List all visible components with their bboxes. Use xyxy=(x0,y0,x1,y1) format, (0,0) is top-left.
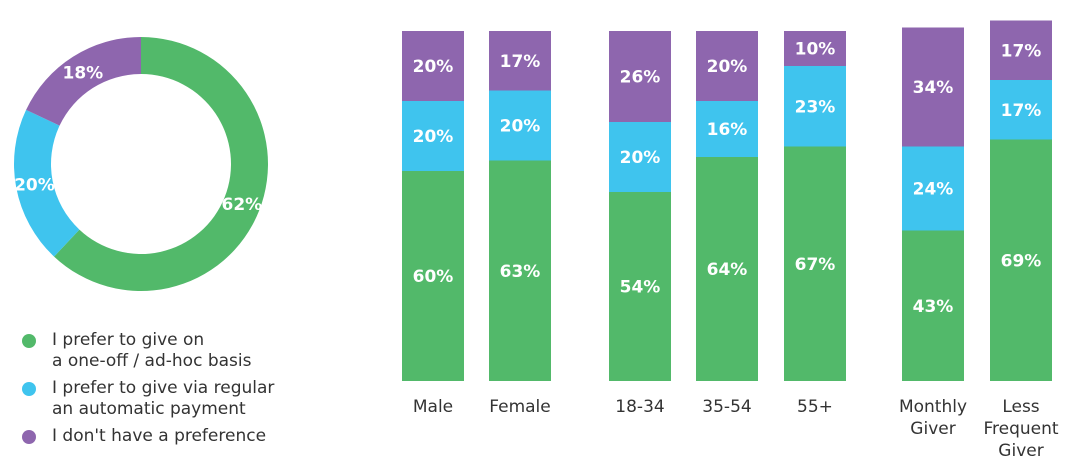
bar-segment-label: 20% xyxy=(500,117,541,137)
bar-segment-one_off xyxy=(609,192,671,381)
legend-item-regular: I prefer to give via regular an automati… xyxy=(22,378,322,420)
category-label: Male xyxy=(413,397,453,417)
legend-label: I prefer to give via regular an automati… xyxy=(52,378,275,419)
legend-label: I prefer to give on a one-off / ad-hoc b… xyxy=(52,330,252,371)
donut-chart: 62% 20% 18% xyxy=(14,37,269,291)
bar-segment-regular xyxy=(902,146,964,231)
bar-segment-label: 23% xyxy=(795,97,836,117)
bar-segment-label: 69% xyxy=(1001,251,1042,271)
legend: I prefer to give on a one-off / ad-hoc b… xyxy=(22,330,322,453)
donut-slice-label: 18% xyxy=(63,63,104,83)
bar-segment-label: 64% xyxy=(707,260,748,280)
bar-segment-one_off xyxy=(489,160,551,381)
donut-slice-no_pref xyxy=(26,37,142,126)
legend-dot-icon xyxy=(22,334,36,348)
bar-segment-label: 17% xyxy=(1001,41,1042,61)
bar-segment-no_pref xyxy=(990,20,1052,80)
bar-segment-label: 26% xyxy=(620,68,661,88)
bar-segment-no_pref xyxy=(902,27,964,147)
bar-segment-label: 34% xyxy=(913,78,954,98)
bar-segment-regular xyxy=(609,122,671,192)
bar-segment-regular xyxy=(402,101,464,171)
bar-segment-regular xyxy=(489,90,551,161)
bar-segment-label: 20% xyxy=(413,57,454,77)
bar-segment-label: 43% xyxy=(913,297,954,317)
category-label: Female xyxy=(489,397,550,417)
bar-segment-one_off xyxy=(784,146,846,381)
legend-dot-icon xyxy=(22,430,36,444)
bar-segment-label: 17% xyxy=(1001,101,1042,121)
bar-segment-no_pref xyxy=(402,31,464,101)
legend-item-one_off: I prefer to give on a one-off / ad-hoc b… xyxy=(22,330,322,372)
category-label: 18-34 xyxy=(615,397,664,417)
bar-segment-label: 60% xyxy=(413,267,454,287)
bar-segment-no_pref xyxy=(696,31,758,101)
category-label: Less Frequent Giver xyxy=(983,397,1058,461)
donut-slice-label: 20% xyxy=(14,175,55,195)
stacked-bar-chart: 60% 20% 20% Male 63% 20% 17% Female 54% 20% 26% 18-… xyxy=(402,20,1059,461)
category-label: 55+ xyxy=(797,397,833,417)
bar-segment-label: 24% xyxy=(913,180,954,200)
bar-segment-label: 17% xyxy=(500,52,541,72)
donut-slice-regular xyxy=(14,109,80,257)
category-label: Monthly Giver xyxy=(899,397,967,439)
bar-segment-regular xyxy=(784,66,846,147)
category-label: 35-54 xyxy=(702,397,751,417)
bar-segment-regular xyxy=(990,80,1052,140)
bar-segment-label: 20% xyxy=(620,148,661,168)
bar-segment-label: 63% xyxy=(500,262,541,282)
bar-segment-label: 10% xyxy=(795,40,836,60)
bar-segment-one_off xyxy=(696,157,758,381)
bar-segment-no_pref xyxy=(489,31,551,91)
bar-segment-label: 20% xyxy=(413,127,454,147)
bar-segment-label: 16% xyxy=(707,120,748,140)
legend-item-no_pref: I don't have a preference xyxy=(22,426,322,447)
bar-segment-no_pref xyxy=(784,31,846,66)
legend-label: I don't have a preference xyxy=(52,426,267,446)
bar-segment-label: 54% xyxy=(620,278,661,298)
bar-segment-label: 67% xyxy=(795,255,836,275)
bar-segment-one_off xyxy=(402,171,464,381)
bar-segment-one_off xyxy=(990,139,1052,381)
bar-segment-no_pref xyxy=(609,31,671,122)
donut-slice-one_off xyxy=(54,37,269,291)
bar-segment-label: 20% xyxy=(707,57,748,77)
bar-segment-regular xyxy=(696,101,758,157)
bar-segment-one_off xyxy=(902,230,964,381)
legend-dot-icon xyxy=(22,382,36,396)
donut-slice-label: 62% xyxy=(222,195,263,215)
